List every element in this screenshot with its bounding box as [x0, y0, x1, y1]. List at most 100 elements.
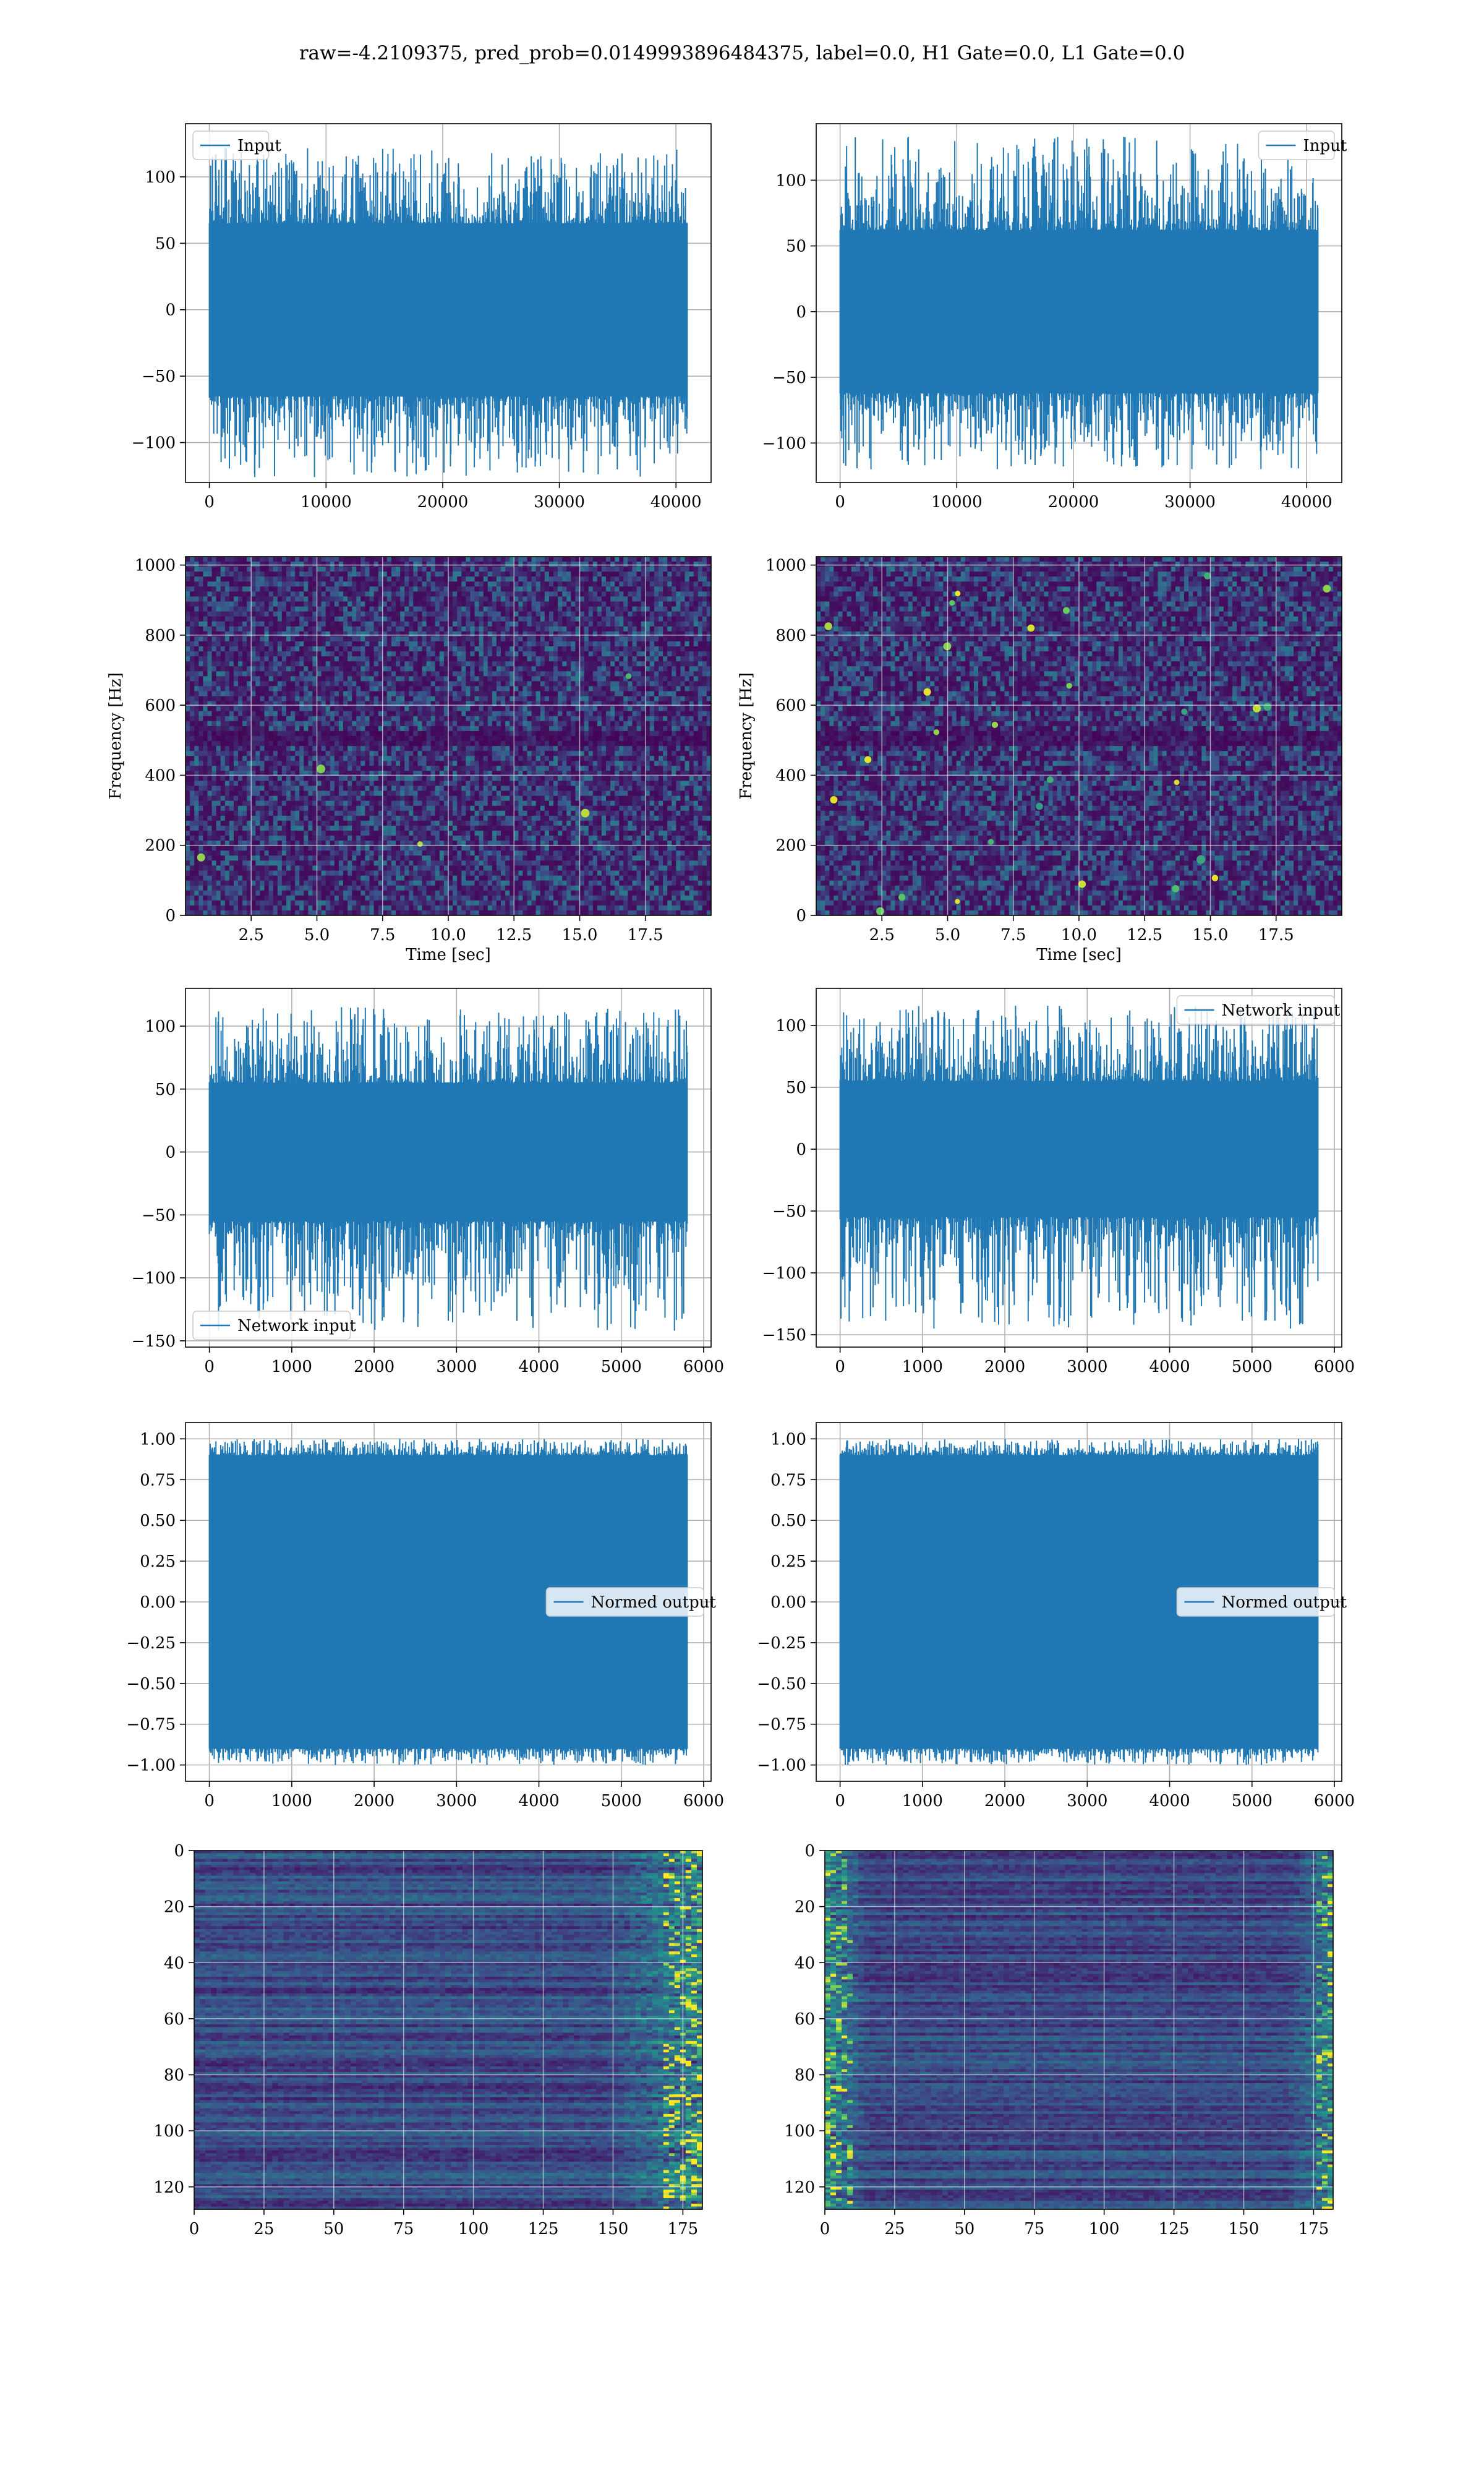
x-tick-label: 25	[884, 2220, 905, 2238]
y-tick-label: −100	[132, 434, 176, 453]
x-tick-label: 4000	[1149, 1792, 1190, 1810]
bright-point	[987, 839, 994, 845]
y-tick-label: 80	[795, 2066, 815, 2085]
bright-point	[898, 894, 906, 901]
bright-point	[1196, 855, 1205, 864]
x-tick-label: 40000	[1281, 493, 1333, 511]
x-tick-label: 5000	[601, 1792, 642, 1810]
bright-point	[1204, 572, 1211, 580]
y-tick-label: −100	[762, 434, 806, 453]
bright-point	[1181, 708, 1188, 715]
axes-frame	[816, 123, 1342, 483]
legend: Normed output	[545, 1587, 717, 1617]
bright-point	[1172, 884, 1180, 892]
y-tick-label: 400	[145, 766, 176, 785]
legend: Normed output	[1176, 1587, 1347, 1617]
y-tick-label: 0	[796, 1141, 806, 1159]
legend-box	[1258, 131, 1335, 160]
legend: Network input	[1176, 995, 1341, 1025]
x-tick-label: 10000	[301, 493, 352, 511]
y-tick-label: 0	[174, 1842, 184, 1860]
bright-point	[1263, 703, 1272, 711]
y-tick-label: 40	[795, 1954, 815, 1972]
x-tick-label: 20000	[1048, 493, 1099, 511]
chart-l1-normed-output: 0 1000 2000 3000 4000 5000 6000 −1.00 −0.75 −0.50…	[757, 1422, 1355, 1810]
bright-point	[1027, 624, 1035, 632]
axes-frame	[816, 988, 1342, 1348]
legend-box	[192, 1311, 351, 1340]
x-tick-label: 75	[1024, 2220, 1044, 2238]
x-tick-label: 0	[835, 1792, 845, 1810]
x-tick-label: 125	[528, 2220, 559, 2238]
y-tick-label: −50	[772, 1202, 806, 1221]
y-tick-label: 0	[165, 1144, 176, 1162]
y-tick-label: 0	[804, 1842, 815, 1860]
bright-point	[1036, 802, 1043, 810]
y-tick-label: 1000	[135, 557, 176, 575]
chart-h1-input: 0 10000 20000 30000 40000 −100 −50 0 50 100 Input	[132, 123, 712, 511]
x-tick-label: 0	[204, 1792, 215, 1810]
x-axis-label: Time [sec]	[1036, 946, 1122, 964]
y-tick-label: 0.25	[140, 1552, 176, 1571]
grid	[186, 557, 711, 916]
bright-point	[1066, 682, 1072, 689]
y-tick-label: 80	[164, 2066, 184, 2085]
y-tick-label: −1.00	[126, 1757, 176, 1775]
y-tick-label: 1000	[765, 557, 806, 575]
y-tick-label: 120	[784, 2178, 815, 2197]
bright-point	[625, 673, 632, 679]
x-tick-label: 20000	[417, 493, 469, 511]
y-tick-label: 0	[796, 303, 806, 322]
x-tick-label: 12.5	[1127, 926, 1162, 944]
y-tick-label: 0.00	[140, 1593, 176, 1612]
y-tick-label: 100	[775, 171, 806, 190]
x-tick-label: 2000	[354, 1792, 394, 1810]
x-tick-label: 5.0	[935, 926, 960, 944]
x-tick-label: 1000	[271, 1358, 312, 1376]
legend: Input	[1258, 131, 1347, 160]
y-tick-label: 100	[784, 2122, 815, 2141]
x-tick-label: 15.0	[1193, 926, 1229, 944]
x-tick-label: 6000	[683, 1792, 724, 1810]
bright-point	[1211, 875, 1219, 881]
bright-point	[1046, 776, 1054, 783]
bright-point	[830, 796, 838, 804]
heatmap-cells	[825, 1851, 1333, 2209]
y-tick-label: −50	[142, 1206, 176, 1225]
legend-box	[1176, 995, 1335, 1025]
y-tick-label: 60	[164, 2010, 184, 2029]
x-tick-label: 4000	[518, 1792, 559, 1810]
y-tick-label: 20	[164, 1898, 184, 1917]
y-tick-label: −100	[762, 1264, 806, 1283]
series-line	[839, 137, 1319, 469]
y-tick-label: 0.50	[140, 1512, 176, 1530]
bright-point	[923, 688, 931, 696]
x-tick-label: 5000	[601, 1358, 642, 1376]
axes-frame	[185, 988, 712, 1348]
chart-h1-normed-output: 0 1000 2000 3000 4000 5000 6000 −1.00 −0.75 −0.50…	[126, 1422, 724, 1810]
y-tick-label: 120	[153, 2178, 184, 2197]
x-tick-label: 15.0	[562, 926, 598, 944]
legend: Input	[192, 131, 281, 160]
x-tick-label: 10000	[931, 493, 983, 511]
x-tick-label: 175	[668, 2220, 699, 2238]
bright-point	[955, 591, 961, 597]
chart-h1-spectrogram: 2.5 5.0 7.5 10.0 12.5 15.0 17.5 0 200 400 600 800 10…	[106, 556, 712, 964]
legend-label: Normed output	[591, 1593, 717, 1612]
x-tick-label: 3000	[1067, 1358, 1107, 1376]
y-tick-label: 600	[775, 696, 806, 715]
x-axis-label: Time [sec]	[406, 946, 491, 964]
bright-point	[955, 899, 960, 904]
bright-point	[933, 729, 940, 735]
legend-label: Input	[1303, 137, 1347, 155]
y-axis-label: Frequency [Hz]	[106, 672, 125, 800]
x-tick-label: 50	[954, 2220, 974, 2238]
y-tick-label: 0.25	[770, 1552, 806, 1571]
x-tick-label: 2000	[984, 1792, 1025, 1810]
x-tick-label: 75	[393, 2220, 414, 2238]
heatmap-cells	[816, 557, 1342, 915]
y-tick-label: 50	[786, 1079, 806, 1097]
x-tick-label: 50	[323, 2220, 344, 2238]
x-tick-label: 1000	[902, 1792, 943, 1810]
